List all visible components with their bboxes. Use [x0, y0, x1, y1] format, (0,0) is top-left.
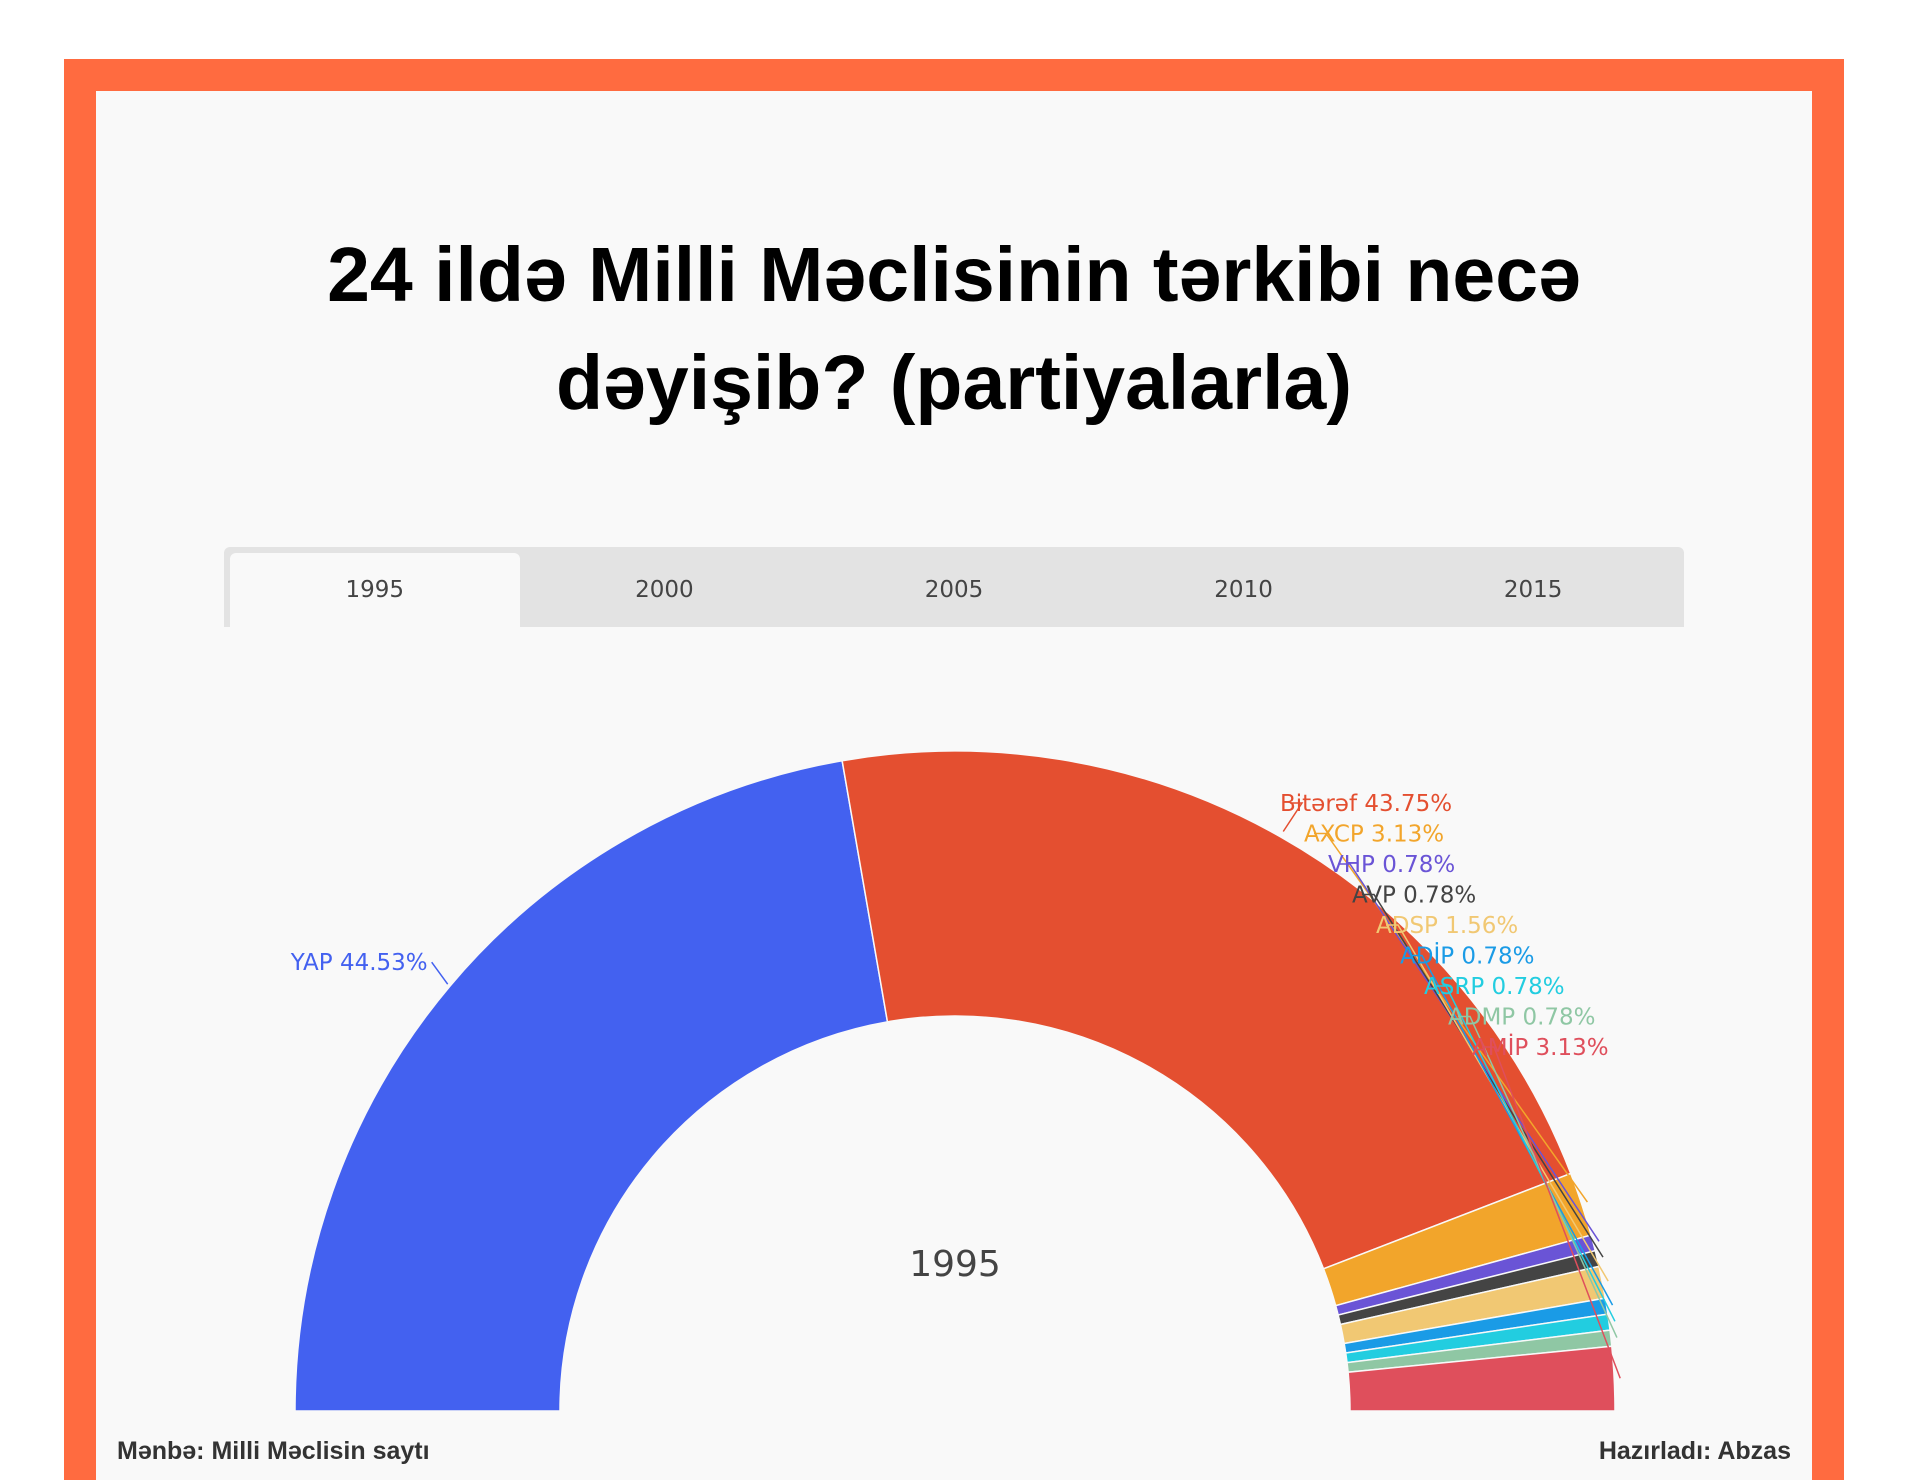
year-tabs: 1995 2000 2005 2010 2015: [224, 547, 1684, 627]
slice-label-adsp: ADSP 1.56%: [1376, 913, 1518, 939]
chart-center-label: 1995: [909, 1244, 1001, 1285]
orange-frame: 24 ildə Milli Məclisinin tərkibi necə də…: [64, 59, 1844, 1480]
slice-label-yap: YAP 44.53%: [290, 950, 428, 976]
slice-label-biteref: Bitərəf 43.75%: [1280, 791, 1452, 817]
slice-label-amip: AMİP 3.13%: [1472, 1033, 1609, 1061]
chart-labels: YAP 44.53% Bitərəf 43.75% AXCP 3.13% VHP 0.…: [290, 791, 1609, 1061]
slice-label-axcp: AXCP 3.13%: [1304, 822, 1444, 848]
chart-card: 24 ildə Milli Məclisinin tərkibi necə də…: [96, 91, 1812, 1480]
chart-label-leaders: [431, 802, 1621, 1379]
source-note: Mənbə: Milli Məclisin saytı: [117, 1437, 430, 1465]
leader-avp: [1362, 893, 1604, 1258]
tab-2015[interactable]: 2015: [1503, 577, 1563, 603]
page-title: 24 ildə Milli Məclisinin tərkibi necə də…: [96, 221, 1812, 437]
leader-yap: [431, 961, 449, 985]
slice-label-asrp: ASRP 0.78%: [1424, 974, 1565, 1000]
credit-note: Hazırladı: Abzas: [1598, 1437, 1791, 1465]
slice-amip[interactable]: [1347, 1345, 1616, 1412]
chart-slices: [294, 750, 1616, 1412]
slice-yap[interactable]: [294, 759, 889, 1412]
tab-2010[interactable]: 2010: [1214, 577, 1273, 603]
tab-2005[interactable]: 2005: [924, 577, 984, 603]
slice-label-adip: ADİP 0.78%: [1400, 942, 1534, 970]
tab-2000[interactable]: 2000: [635, 577, 694, 603]
slice-label-vhp: VHP 0.78%: [1328, 852, 1455, 878]
leader-admp: [1458, 1015, 1618, 1338]
slice-biteref[interactable]: [841, 750, 1572, 1270]
leader-axcp: [1314, 832, 1589, 1203]
tab-1995[interactable]: 1995: [230, 553, 520, 627]
title-line-2: dəyişib? (partiyalarla): [556, 340, 1352, 426]
slice-label-avp: AVP 0.78%: [1352, 883, 1476, 909]
leader-biteref: [1282, 802, 1304, 832]
leader-amip: [1482, 1046, 1621, 1379]
half-donut-chart: YAP 44.53% Bitərəf 43.75% AXCP 3.13% VHP 0.…: [290, 750, 1621, 1412]
slice-label-admp: ADMP 0.78%: [1448, 1005, 1596, 1031]
title-line-1: 24 ildə Milli Məclisinin tərkibi necə: [327, 232, 1581, 318]
